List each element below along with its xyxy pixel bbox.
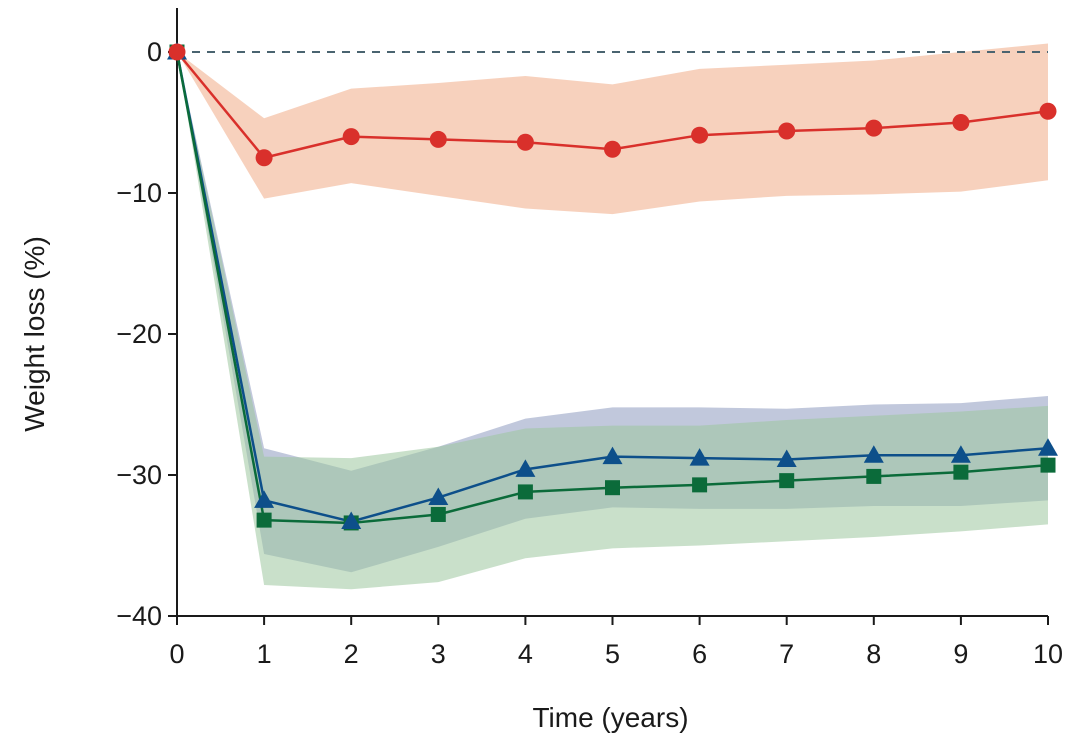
x-tick-label: 7 xyxy=(779,639,794,669)
y-tick-label: −40 xyxy=(116,601,162,631)
x-tick-label: 3 xyxy=(431,639,446,669)
x-tick-label: 1 xyxy=(257,639,272,669)
x-tick-label: 10 xyxy=(1033,639,1063,669)
y-tick-label: −20 xyxy=(116,319,162,349)
data-point-triangle xyxy=(515,459,536,477)
data-point-square xyxy=(779,473,795,489)
data-point-triangle xyxy=(428,487,449,506)
data-point-square xyxy=(256,512,272,528)
data-point-circle xyxy=(168,43,186,61)
x-axis-title: Time (years) xyxy=(532,702,688,733)
data-point-triangle xyxy=(950,445,971,463)
x-tick-label: 5 xyxy=(605,639,620,669)
data-point-circle xyxy=(1039,102,1057,120)
band-circle xyxy=(177,43,1048,215)
tick-labels: 0 1 2 3 4 5 6 7 8 9 10 0 −10 −20 −30 −40 xyxy=(116,37,1063,669)
axes xyxy=(168,8,1049,625)
data-point-triangle xyxy=(689,448,710,466)
x-tick-label: 9 xyxy=(953,639,968,669)
data-point-square xyxy=(866,468,882,484)
data-point-square xyxy=(692,477,708,493)
data-point-triangle xyxy=(341,511,362,530)
x-tick-label: 0 xyxy=(169,639,184,669)
series-markers xyxy=(167,42,1058,531)
data-point-square xyxy=(953,464,969,480)
data-point-circle xyxy=(691,126,709,144)
data-point-square xyxy=(1040,457,1056,473)
y-tick-label: 0 xyxy=(147,37,162,67)
data-point-circle xyxy=(342,128,360,146)
data-point-circle xyxy=(429,130,447,148)
data-point-circle xyxy=(516,133,534,151)
data-point-circle xyxy=(778,122,796,140)
y-tick-label: −10 xyxy=(116,178,162,208)
data-point-triangle xyxy=(1038,438,1058,456)
band-square xyxy=(177,52,1048,590)
data-point-square xyxy=(430,506,446,522)
data-point-circle xyxy=(604,140,621,158)
x-tick-label: 4 xyxy=(518,639,533,669)
data-point-triangle xyxy=(863,445,884,463)
x-tick-label: 6 xyxy=(692,639,707,669)
confidence-bands xyxy=(177,43,1048,590)
data-point-circle xyxy=(865,119,883,137)
data-point-circle xyxy=(255,149,273,167)
y-tick-label: −30 xyxy=(116,460,162,490)
x-tick-label: 8 xyxy=(866,639,881,669)
data-point-square xyxy=(605,480,620,496)
data-point-triangle xyxy=(602,446,623,465)
x-tick-label: 2 xyxy=(344,639,359,669)
data-point-triangle xyxy=(254,490,275,508)
y-axis-title: Weight loss (%) xyxy=(19,236,50,432)
data-point-circle xyxy=(952,114,970,131)
data-point-triangle xyxy=(776,449,797,467)
data-point-square xyxy=(517,484,533,500)
